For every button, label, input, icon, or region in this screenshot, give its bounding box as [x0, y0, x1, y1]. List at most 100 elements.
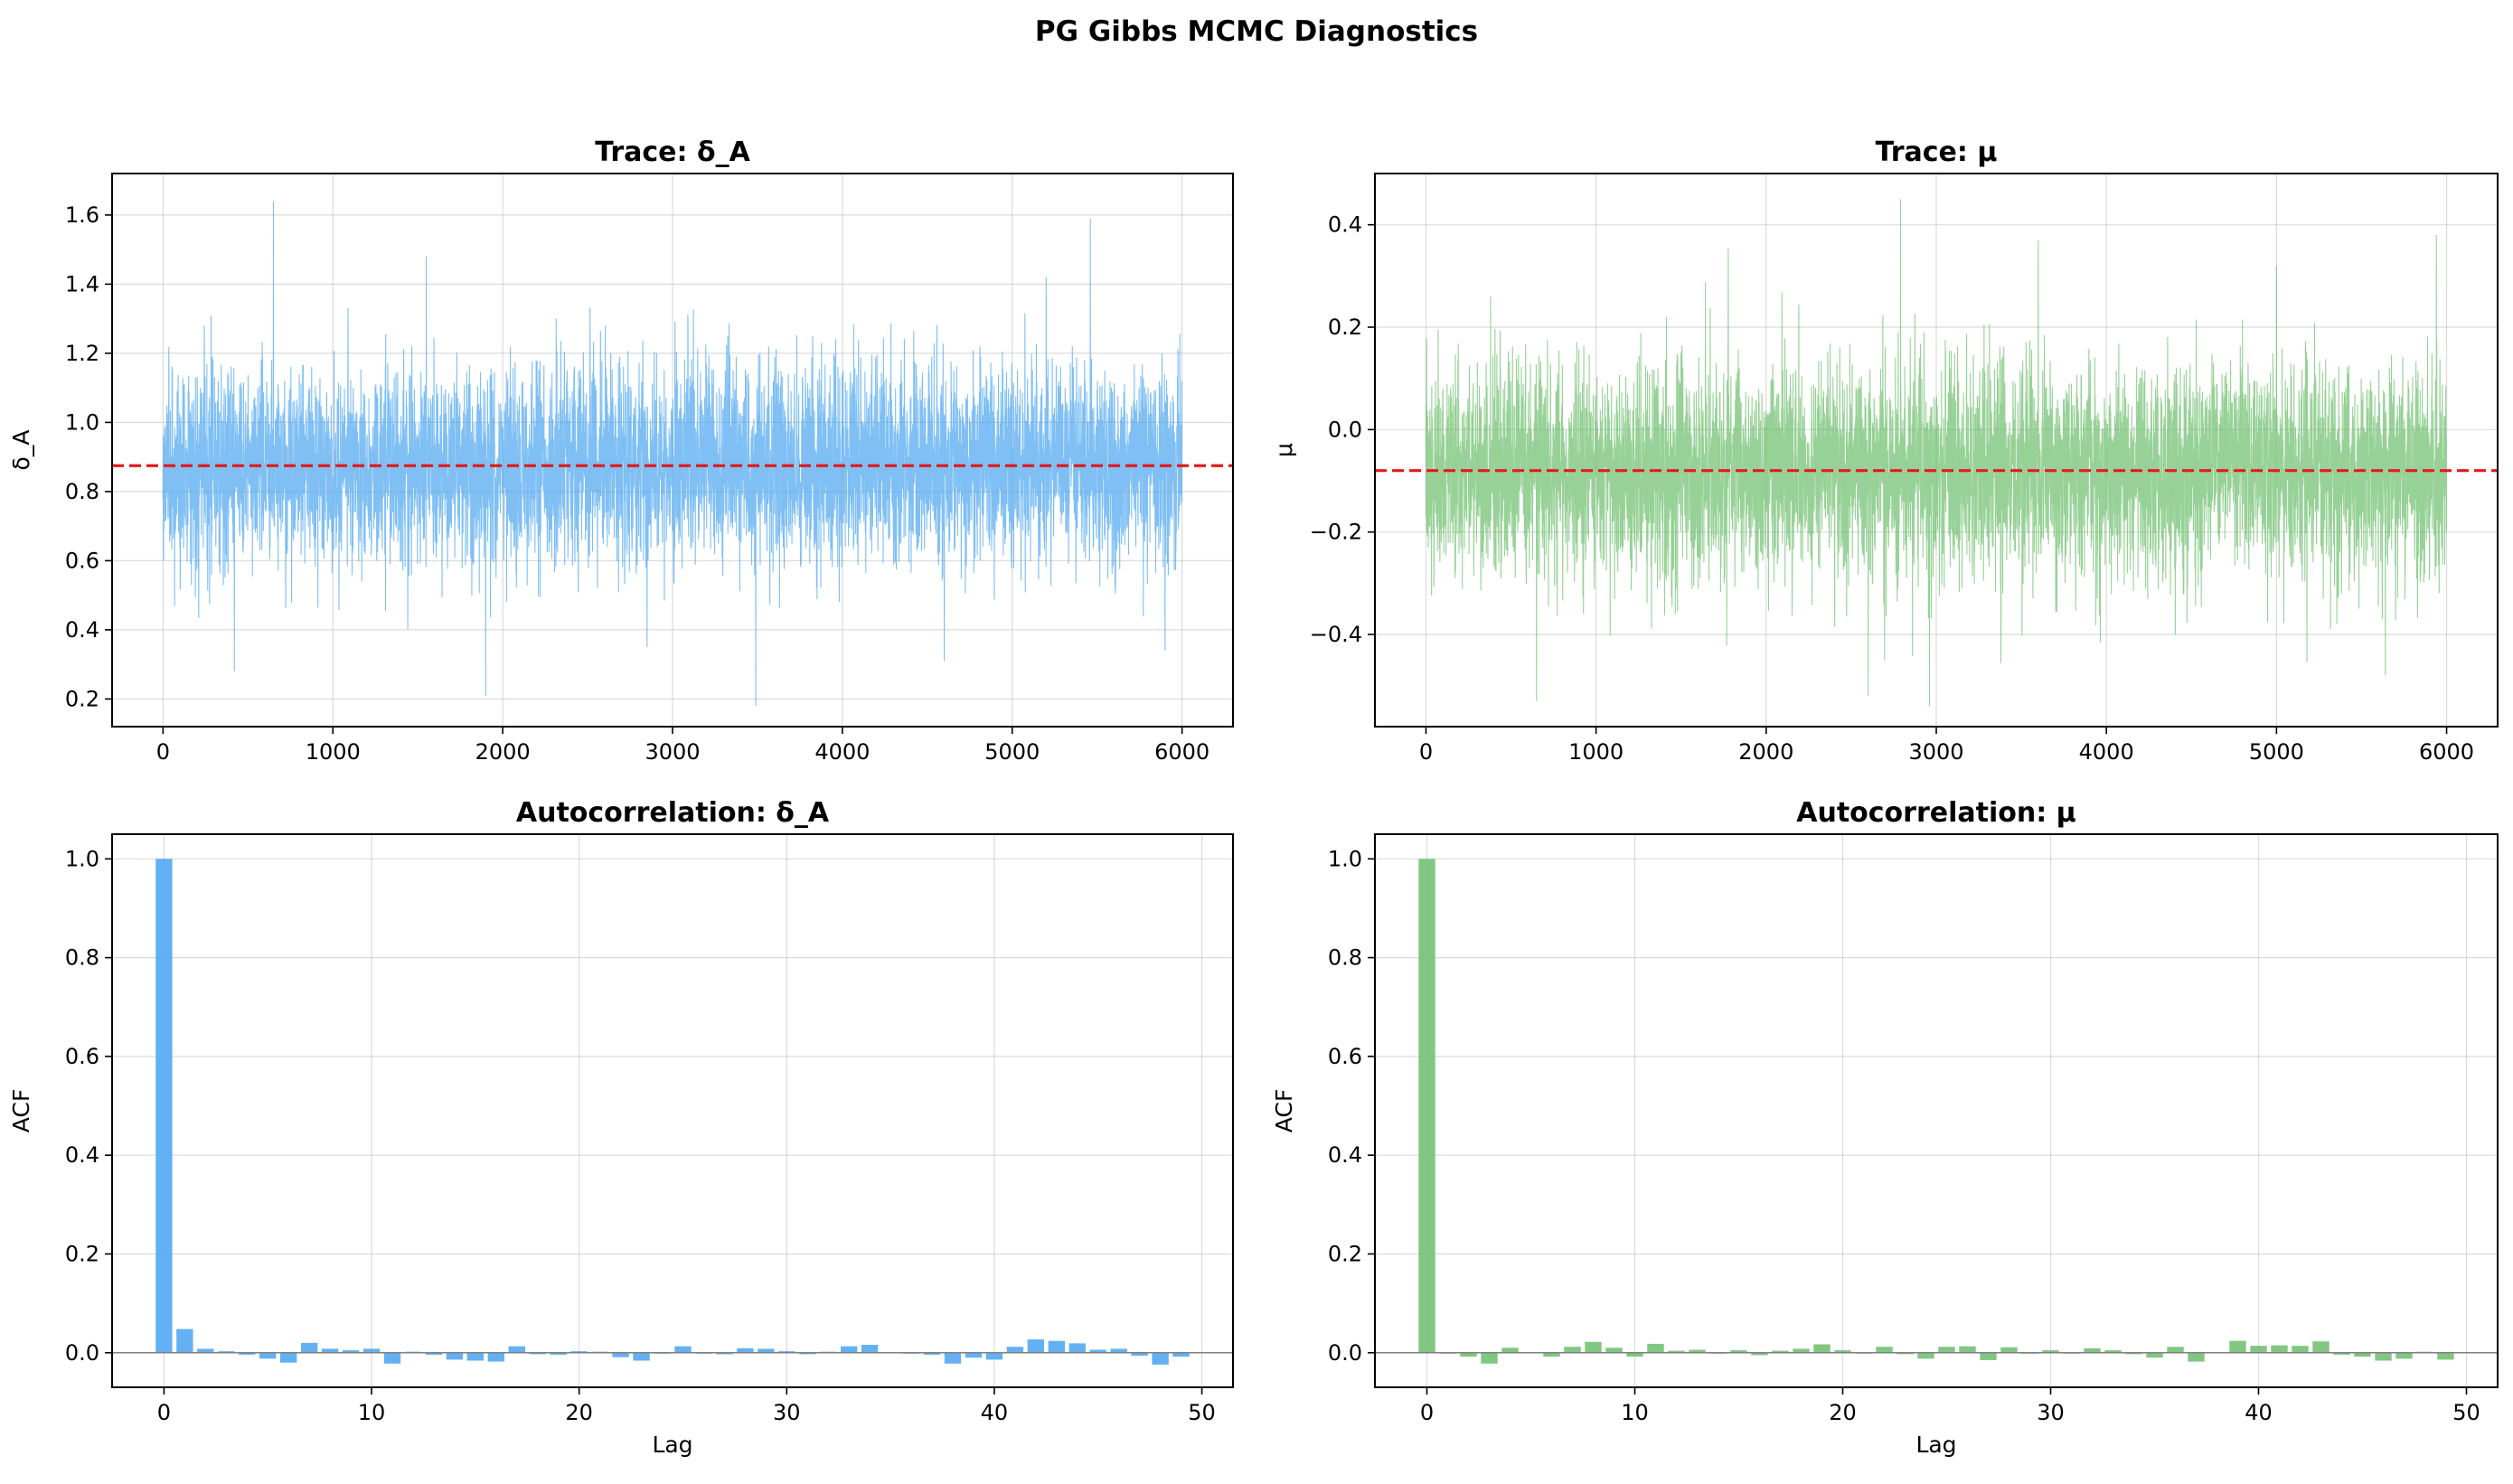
acf-bar: [2312, 1341, 2329, 1353]
acf-bar: [321, 1348, 339, 1353]
acf-bar: [1876, 1347, 1893, 1353]
trace-mu-ylabel: μ: [1271, 443, 1297, 457]
acf-bar: [2084, 1348, 2101, 1353]
y-tick-label: 0.2: [65, 1241, 99, 1266]
y-tick-label: 1.0: [65, 846, 99, 871]
acf-bar: [362, 1348, 381, 1353]
x-tick-label: 50: [2452, 1400, 2480, 1425]
acf-bar: [841, 1346, 858, 1353]
acf-bar: [2167, 1347, 2184, 1353]
acf-bar: [1152, 1352, 1169, 1365]
x-tick-label: 40: [2245, 1400, 2273, 1425]
acf-bar: [2354, 1352, 2371, 1357]
acf-bar: [2250, 1346, 2267, 1353]
acf-mu-title: Autocorrelation: μ: [1796, 797, 2076, 829]
x-tick-label: 0: [157, 1400, 171, 1425]
acf-delta-ylabel: ACF: [8, 1089, 34, 1133]
y-tick-label: 1.4: [65, 271, 99, 296]
acf-bar: [2271, 1345, 2288, 1353]
acf-bar: [1172, 1352, 1190, 1357]
x-tick-label: 1000: [1568, 739, 1624, 765]
acf-bar: [487, 1352, 504, 1362]
grid-lines: [1375, 834, 2498, 1387]
acf-mu-xlabel: Lag: [1915, 1432, 1956, 1458]
trace-mu-title: Trace: μ: [1876, 136, 1998, 168]
acf-bar: [674, 1346, 692, 1353]
acf-bar: [2104, 1350, 2122, 1353]
acf-bar: [2042, 1350, 2059, 1353]
x-tick-label: 50: [1188, 1400, 1216, 1425]
plot-area: [112, 859, 1233, 1365]
y-tick-label: 1.2: [65, 341, 99, 366]
x-tick-label: 4000: [2079, 739, 2134, 765]
trace-line: [1425, 199, 2447, 707]
y-tick-label: −0.4: [1310, 622, 1362, 647]
y-tick-label: 0.0: [65, 1340, 99, 1366]
y-tick-label: 0.4: [65, 1142, 99, 1168]
acf-bar: [425, 1352, 443, 1355]
x-tick-label: 5000: [984, 739, 1040, 765]
acf-bar: [1834, 1350, 1851, 1353]
axes-frame: [111, 833, 1234, 1388]
acf-bar: [1938, 1347, 1955, 1353]
acf-bar: [1897, 1352, 1914, 1355]
acf-bar: [2146, 1352, 2163, 1358]
acf-bar: [529, 1352, 546, 1355]
acf-bar: [300, 1342, 318, 1353]
x-tick-label: 2000: [475, 739, 531, 765]
x-tick-label: 3000: [1908, 739, 1963, 765]
acf-bar: [2395, 1352, 2413, 1359]
acf-bar: [508, 1346, 525, 1353]
y-tick-label: 0.2: [65, 686, 99, 711]
y-tick-label: 0.4: [1328, 212, 1362, 238]
acf-bar: [2437, 1352, 2454, 1360]
y-tick-label: 0.4: [65, 617, 99, 643]
y-tick-label: 1.6: [65, 202, 99, 228]
acf-bar: [1501, 1348, 1519, 1353]
acf-bar: [861, 1345, 879, 1353]
acf-bar: [778, 1351, 795, 1353]
acf-bar: [737, 1348, 754, 1353]
trace-delta-panel: Trace: δ_A δ_A 0 1000 2000 3000 4000 5000 6000…: [8, 136, 1234, 765]
acf-bar: [1460, 1352, 1477, 1357]
x-tick-label: 30: [2037, 1400, 2065, 1425]
y-tick-label: 0.6: [65, 548, 99, 573]
y-tick-label: 0.0: [1328, 417, 1362, 442]
x-tick-label: 0: [1420, 1400, 1434, 1425]
acf-bar: [1793, 1348, 1810, 1353]
y-tick-label: 0.4: [1328, 1142, 1362, 1168]
x-tick-label: 10: [1621, 1400, 1649, 1425]
acf-bar: [2188, 1352, 2205, 1362]
acf-bar: [1980, 1352, 1997, 1360]
acf-bar: [1068, 1343, 1086, 1353]
acf-bar: [758, 1348, 775, 1353]
acf-bar: [1647, 1343, 1664, 1353]
acf-bar: [1689, 1349, 1706, 1353]
x-tick-label: 40: [981, 1400, 1009, 1425]
acf-bar: [1481, 1352, 1498, 1364]
x-tick-label: 1000: [306, 739, 361, 765]
grid-lines: [112, 834, 1233, 1387]
acf-bar: [985, 1352, 1003, 1360]
acf-bar: [1006, 1347, 1024, 1353]
acf-bar: [923, 1352, 941, 1355]
y-tick-label: 1.0: [65, 409, 99, 435]
acf-bar: [965, 1352, 983, 1358]
y-tick-label: 0.2: [1328, 1241, 1362, 1266]
x-tick-label: 5000: [2249, 739, 2304, 765]
y-tick-label: 1.0: [1328, 846, 1362, 871]
figure-title: PG Gibbs MCMC Diagnostics: [1035, 15, 1478, 48]
acf-bar: [2125, 1352, 2142, 1355]
acf-bar: [1131, 1352, 1148, 1357]
x-tick-label: 20: [1829, 1400, 1857, 1425]
acf-bar: [570, 1351, 588, 1353]
acf-bar: [2375, 1352, 2392, 1361]
x-tick-label: 3000: [645, 739, 700, 765]
acf-delta-xlabel: Lag: [652, 1432, 692, 1458]
x-tick-label: 2000: [1738, 739, 1793, 765]
acf-bar: [716, 1352, 733, 1355]
acf-bar: [280, 1352, 297, 1363]
acf-bar: [1959, 1346, 1976, 1353]
trace-line: [162, 201, 1182, 707]
